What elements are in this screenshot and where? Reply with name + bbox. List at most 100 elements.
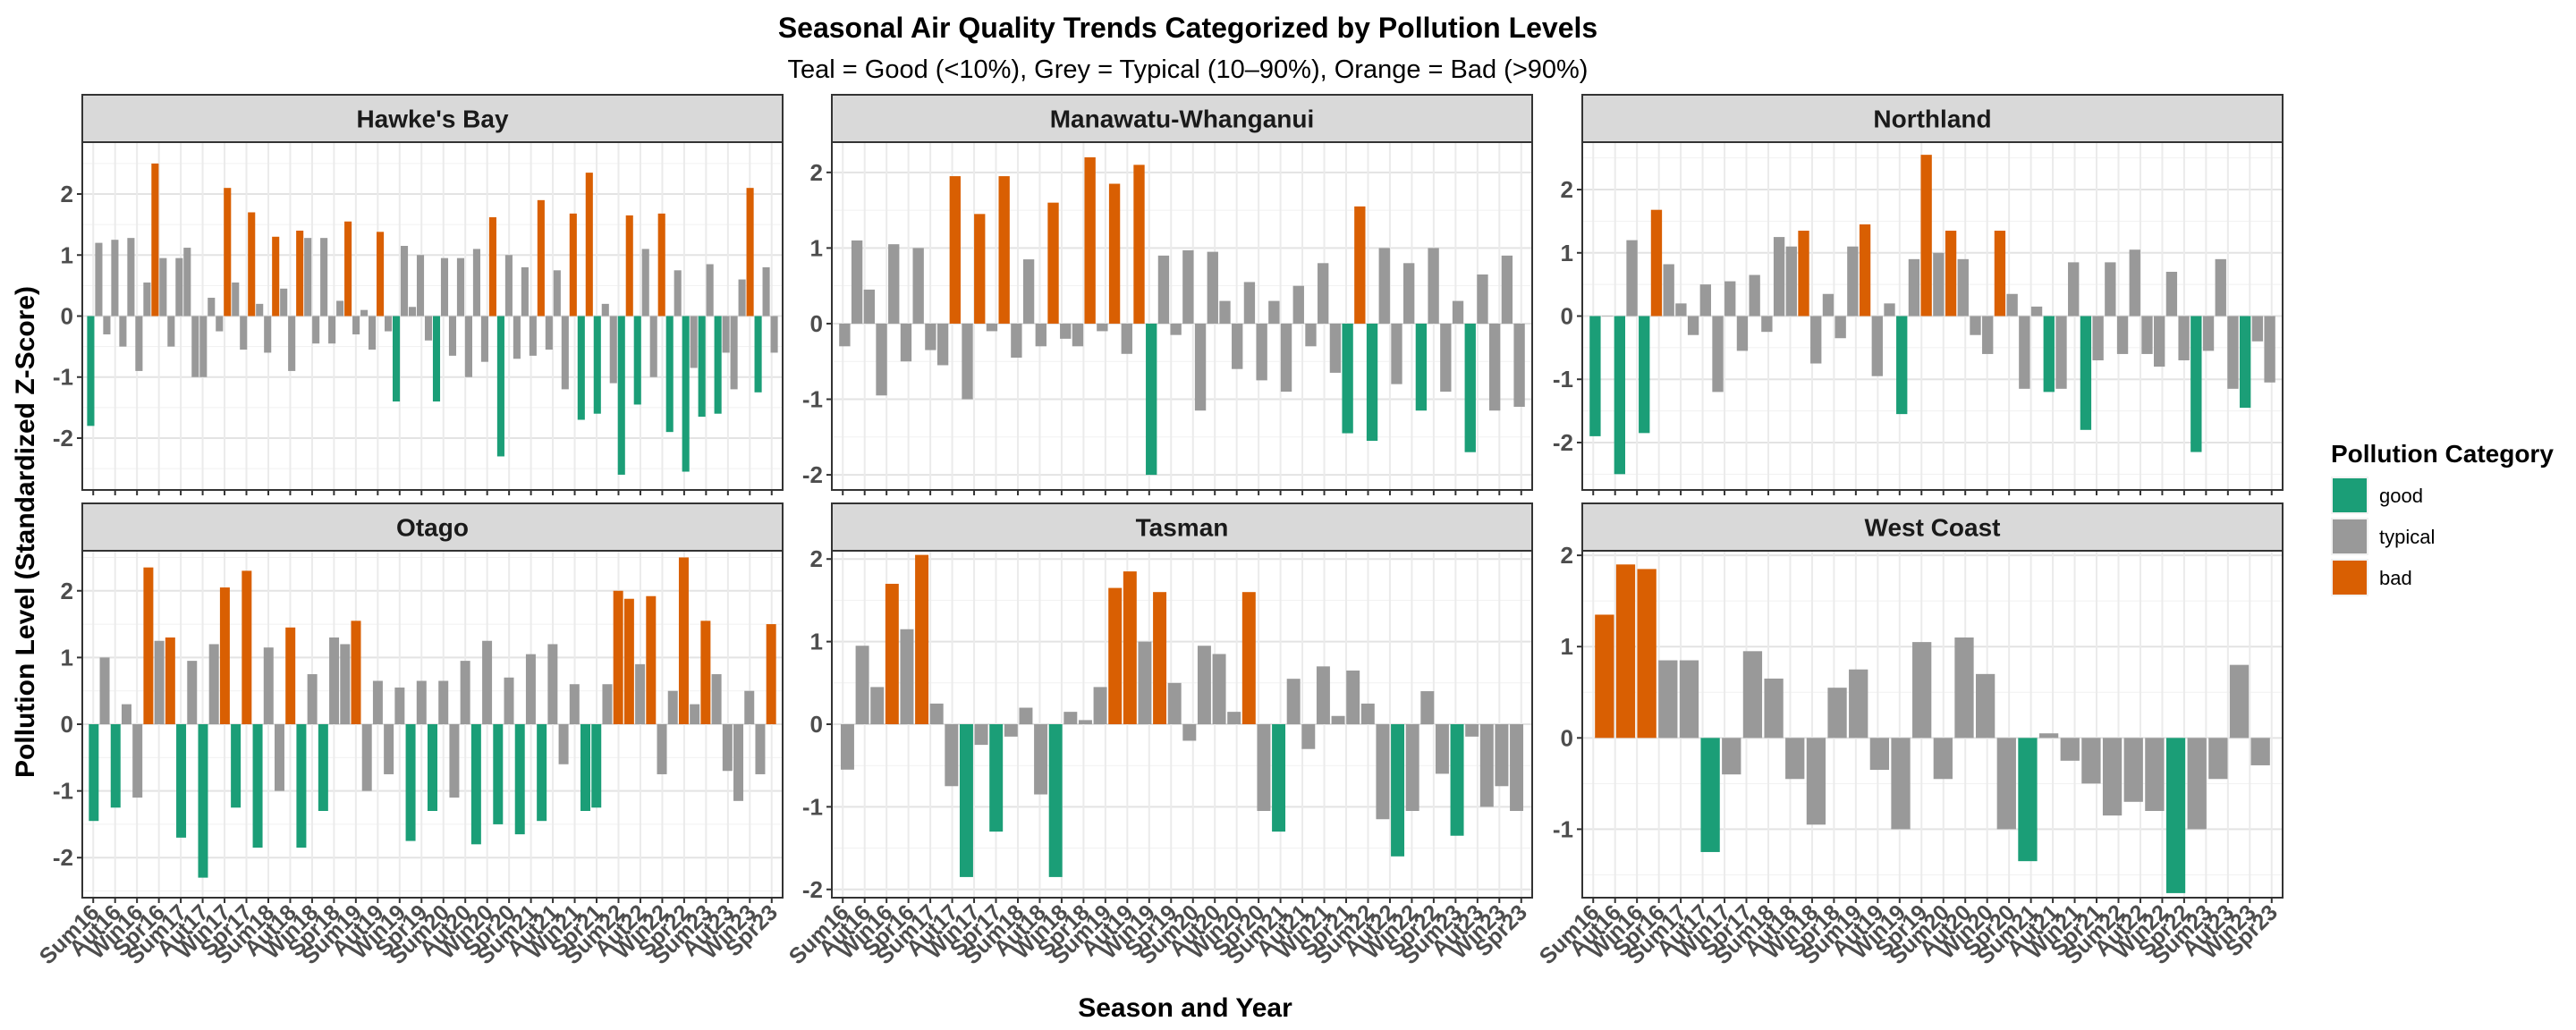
- y-tick-label: -1: [802, 793, 823, 820]
- bar-typical: [1679, 660, 1699, 739]
- bars: [1595, 564, 2270, 893]
- bar-good: [682, 316, 690, 472]
- panel-otago: Otago -2 -1 0 1 2 Sum16Aut16Win16Spr16Sum17Aut…: [35, 502, 784, 969]
- x-axis-ticks: [1592, 490, 2273, 495]
- bar-typical: [1405, 724, 1419, 811]
- panel-strip-label: Hawke's Bay: [356, 106, 509, 133]
- x-axis-ticks: Sum16Aut16Win16Spr16Sum17Aut17Win17Spr17…: [1535, 898, 2283, 969]
- bar-bad: [224, 188, 232, 317]
- bar-typical: [1022, 259, 1035, 324]
- bar-typical: [1626, 240, 1638, 317]
- panel-west-coast: West Coast -1 0 1 2 Sum16Aut16Win16Spr16Sum17…: [1535, 502, 2284, 969]
- bar-typical: [690, 704, 700, 724]
- bar-bad: [1859, 224, 1871, 317]
- bar-typical: [1933, 252, 1945, 317]
- y-tick-label: -2: [802, 461, 823, 488]
- bar-good: [989, 724, 1004, 832]
- bar-typical: [2019, 316, 2030, 389]
- bar-good: [580, 724, 591, 811]
- bar-good: [470, 724, 481, 845]
- bar-good: [591, 724, 602, 808]
- bar-bad: [248, 212, 256, 317]
- panel-strip: [1581, 502, 2284, 552]
- bar-typical: [912, 248, 924, 324]
- bar-typical: [1975, 673, 1996, 739]
- bar-typical: [2178, 316, 2190, 361]
- bar-typical: [1227, 712, 1241, 724]
- bar-good: [1272, 724, 1286, 832]
- bar-typical: [529, 316, 537, 356]
- legend-label-typical: typical: [2379, 526, 2435, 548]
- bar-typical: [121, 704, 131, 724]
- bar-typical: [263, 647, 274, 724]
- panel-tasman: Tasman -2 -1 0 1 2 Sum16Aut16Win16Spr16Sum17Au…: [784, 502, 1533, 969]
- bar-typical: [480, 316, 488, 362]
- panel-background: [832, 142, 1532, 490]
- bar-typical: [1391, 323, 1402, 384]
- bar-typical: [2187, 738, 2207, 830]
- bar-typical: [1121, 323, 1132, 354]
- y-tick-label: 2: [1561, 176, 1573, 203]
- y-tick-label: -1: [53, 364, 73, 391]
- bar-typical: [1316, 666, 1330, 724]
- bar-typical: [547, 644, 558, 724]
- bar-bad: [746, 188, 754, 317]
- bar-typical: [1170, 323, 1182, 335]
- bar-typical: [1749, 274, 1760, 317]
- bar-bad: [143, 567, 154, 724]
- bar-good: [1366, 323, 1378, 442]
- bar-good: [110, 724, 121, 808]
- bar-typical: [1197, 646, 1211, 724]
- bar-typical: [1785, 738, 1805, 780]
- bar-good: [754, 316, 762, 393]
- bar-bad: [296, 230, 304, 317]
- bar-typical: [438, 680, 449, 724]
- bar-typical: [1403, 263, 1415, 324]
- bar-typical: [1063, 712, 1078, 724]
- bar-typical: [1479, 724, 1494, 807]
- bar-bad: [1994, 231, 2006, 317]
- bar-good: [577, 316, 585, 420]
- bar-typical: [167, 316, 175, 347]
- bar-bad: [1945, 231, 1957, 317]
- bar-typical: [840, 724, 854, 770]
- bar-typical: [1773, 237, 1785, 317]
- bar-typical: [1810, 316, 1822, 364]
- bar-typical: [2038, 733, 2059, 739]
- bar-typical: [1465, 724, 1479, 737]
- bar-good: [514, 724, 525, 835]
- bar-typical: [900, 323, 912, 362]
- panel-strip: [1581, 94, 2284, 143]
- bar-good: [1589, 316, 1601, 436]
- y-tick-label: 0: [810, 711, 823, 738]
- bar-typical: [320, 238, 328, 317]
- bar-good: [1391, 724, 1405, 857]
- bar-typical: [340, 644, 351, 724]
- bar-typical: [449, 724, 460, 798]
- panel-hawke-s-bay: Hawke's Bay -2 -1 0 1 2: [53, 94, 784, 495]
- bar-typical: [1699, 284, 1711, 317]
- bar-bad: [344, 221, 352, 317]
- bar-typical: [722, 316, 730, 353]
- legend-label-bad: bad: [2379, 567, 2412, 589]
- bar-bad: [998, 176, 1010, 324]
- bar-typical: [208, 644, 219, 724]
- bar-typical: [1378, 248, 1390, 324]
- bar-typical: [1301, 724, 1316, 749]
- bar-bad: [1123, 571, 1137, 724]
- bar-good: [198, 724, 208, 878]
- bar-typical: [553, 270, 561, 317]
- bar-bad: [1108, 587, 1123, 724]
- bar-typical: [1440, 323, 1452, 393]
- bar-typical: [1219, 300, 1231, 324]
- bar-typical: [385, 316, 393, 332]
- y-tick-label: 2: [61, 578, 73, 604]
- y-tick-label: -2: [53, 844, 73, 871]
- bar-typical: [1871, 316, 1883, 376]
- bar-typical: [1884, 303, 1895, 317]
- y-tick-label: 1: [61, 644, 73, 671]
- bar-typical: [722, 724, 733, 772]
- y-tick-label: -1: [1553, 815, 1573, 842]
- legend-title: Pollution Category: [2331, 440, 2554, 468]
